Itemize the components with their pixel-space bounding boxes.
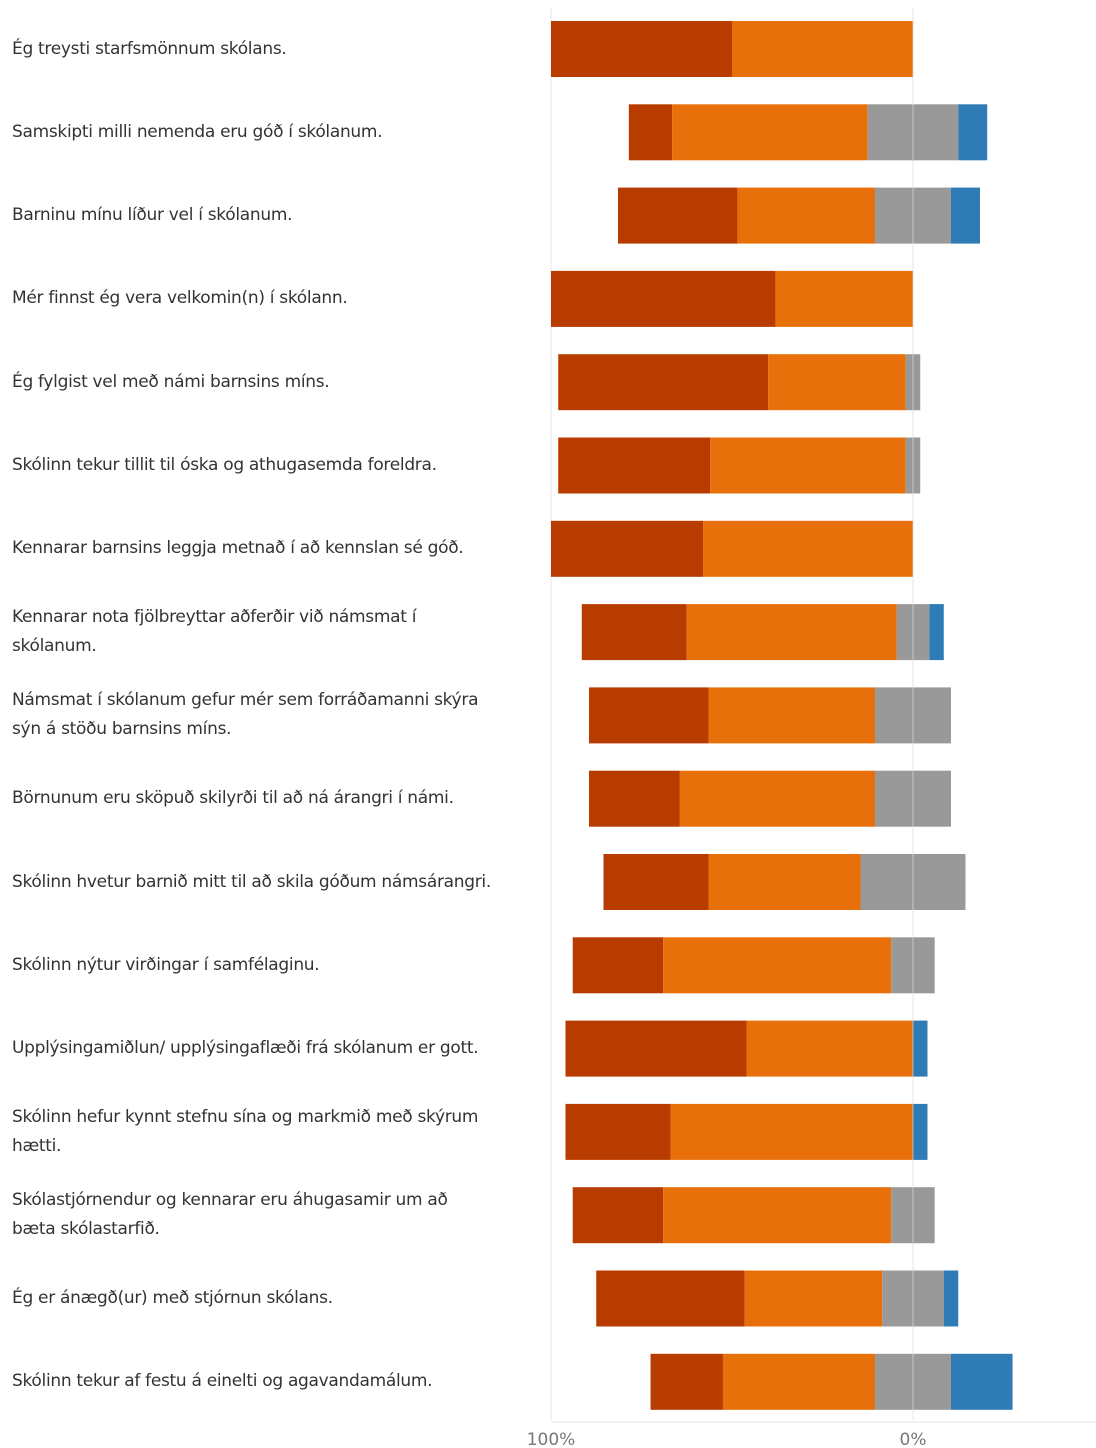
bar-segment	[744, 1270, 883, 1327]
bar-segment	[686, 604, 897, 661]
bar-segment	[581, 604, 687, 661]
bar-segment	[617, 187, 738, 244]
bar-segment	[929, 604, 944, 661]
bar-segment	[951, 1353, 1013, 1410]
category-label: Skólinn hefur kynnt stefnu sína og markm…	[12, 1106, 479, 1156]
bar-segment	[958, 104, 988, 161]
bar-segment	[943, 1270, 959, 1327]
bar-segment	[913, 1020, 928, 1077]
category-label: Mér finnst ég vera velkomin(n) í skólann…	[12, 288, 348, 309]
category-label: Upplýsingamiðlun/ upplýsingaflæði frá sk…	[12, 1038, 479, 1059]
category-label: Kennarar nota fjölbreyttar aðferðir við …	[12, 607, 417, 657]
bar-segment	[708, 854, 861, 910]
bar-segment	[710, 437, 906, 494]
category-label: Ég treysti starfsmönnum skólans.	[12, 38, 287, 59]
bar-segment	[913, 1103, 928, 1160]
bar-segment	[663, 937, 892, 994]
bar-segment	[551, 270, 776, 327]
category-label: Barninu mínu líður vel í skólanum.	[12, 205, 293, 226]
bar-segment	[565, 1020, 747, 1077]
bar-segment	[551, 520, 704, 577]
bar-segment	[603, 854, 709, 910]
bar-segment	[589, 687, 709, 744]
category-label: Skólinn hvetur barnið mitt til að skila …	[12, 871, 491, 892]
bar-segment	[650, 1353, 723, 1410]
category-label: Ég fylgist vel með námi barnsins míns.	[12, 371, 330, 392]
bar-segment	[596, 1270, 745, 1327]
bar-segment	[663, 1187, 892, 1244]
category-label: Námsmat í skólanum gefur mér sem forráða…	[12, 690, 479, 740]
bar-segment	[746, 1020, 913, 1077]
bar-segment	[572, 937, 664, 994]
category-label: Börnunum eru sköpuð skilyrði til að ná á…	[12, 788, 454, 809]
bar-segment	[572, 1187, 664, 1244]
category-label: Skólinn tekur af festu á einelti og agav…	[12, 1371, 433, 1392]
category-label: Samskipti milli nemenda eru góð í skólan…	[12, 121, 383, 142]
bar-segment	[775, 270, 913, 327]
category-label: Skólastjórnendur og kennarar eru áhugasa…	[12, 1190, 448, 1240]
bar-segment	[628, 104, 673, 161]
bar-segment	[768, 354, 906, 411]
category-label: Kennarar barnsins leggja metnað í að ken…	[12, 538, 464, 559]
bar-segment	[558, 437, 711, 494]
bar-segment	[951, 187, 980, 244]
bar-segment	[732, 21, 913, 77]
bar-segment	[672, 104, 868, 161]
category-label: Skólinn nýtur virðingar í samfélaginu.	[12, 954, 320, 975]
category-label: Ég er ánægð(ur) með stjórnun skólans.	[12, 1288, 333, 1308]
bar-segment	[551, 21, 732, 77]
bar-segment	[670, 1103, 913, 1160]
bar-segment	[589, 770, 680, 827]
category-label: Skólinn tekur tillit til óska og athugas…	[12, 455, 437, 475]
bar-segment	[708, 687, 875, 744]
x-tick-label: 0%	[900, 1430, 927, 1448]
bar-segment	[737, 187, 875, 244]
bar-segment	[558, 354, 769, 411]
bar-segment	[703, 520, 913, 577]
x-tick-label: 100%	[527, 1430, 576, 1448]
bar-segment	[722, 1353, 875, 1410]
bar-segment	[565, 1103, 671, 1160]
bar-segment	[679, 770, 875, 827]
